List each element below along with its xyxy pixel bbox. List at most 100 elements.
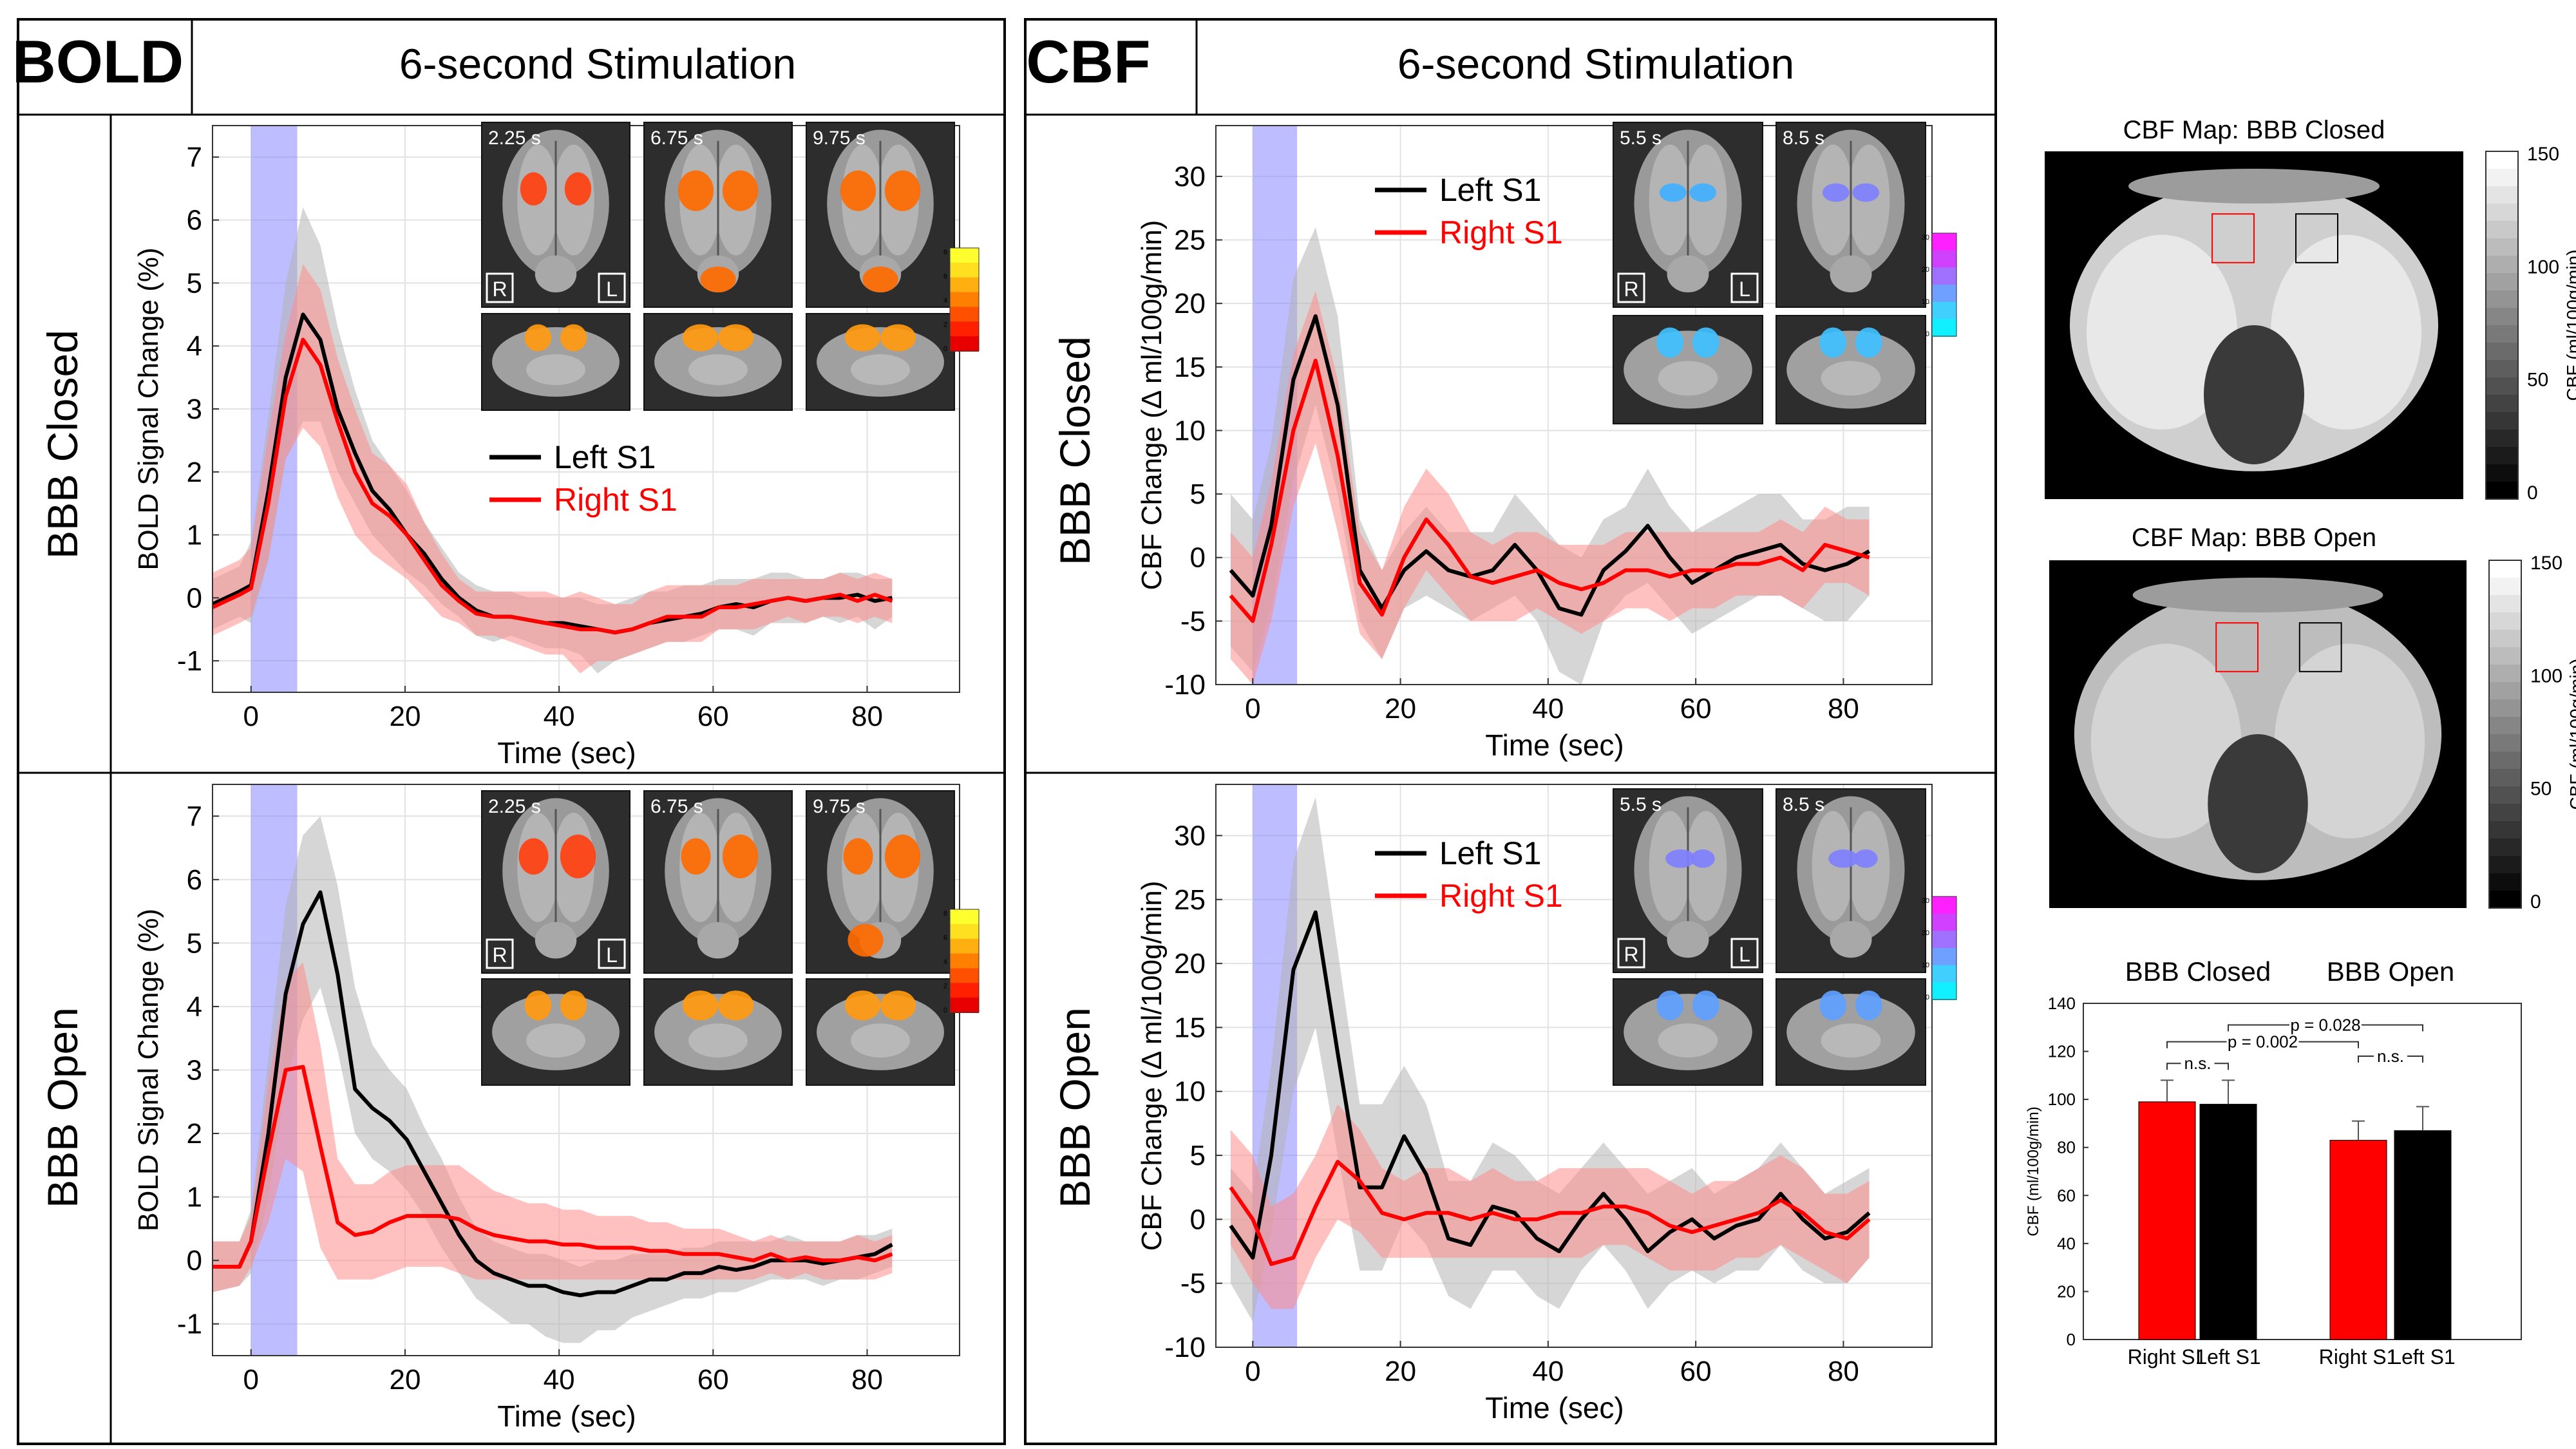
bar-2	[2329, 1140, 2387, 1340]
colorbar-segment	[950, 909, 979, 925]
y-tick-label: 4	[187, 991, 202, 1023]
time-label: 8.5 s	[1783, 128, 1824, 149]
colorbar-segment	[2489, 612, 2521, 630]
colorbar-border	[1931, 896, 1957, 1000]
coronal-brain-image	[1613, 978, 1763, 1086]
bold-panel: BOLD 6-second Stimulation BBB Closed BBB…	[12, 18, 1006, 1445]
colorbar-border	[949, 909, 980, 1013]
activation-blob	[1692, 327, 1719, 358]
activation-blob	[560, 324, 587, 352]
category-label: Right S1	[2128, 1345, 2207, 1368]
time-label: 2.25 s	[488, 796, 541, 817]
series-line-right-s1	[1229, 1159, 1871, 1266]
y-axis-label: BOLD Signal Change (%)	[133, 247, 164, 570]
coronal-brain-image	[643, 313, 793, 411]
map-dark-core	[2208, 734, 2308, 873]
y-tick-label: 15	[1174, 1012, 1206, 1043]
annotation-bg	[2289, 1016, 2362, 1033]
cbf-panel-label: CBF	[1026, 28, 1150, 95]
colorbar-segment	[950, 307, 979, 323]
series-line-right-s1	[211, 337, 893, 635]
colorbar-border	[1931, 232, 1957, 337]
time-label: 9.75 s	[813, 796, 866, 817]
colorbar-tick-label: 0	[2527, 482, 2538, 504]
colorbar-border	[2488, 560, 2522, 909]
activation-blob	[880, 324, 916, 352]
colorbar-segment	[2489, 786, 2521, 804]
colorbar-tick-label: 0	[943, 1007, 947, 1014]
axial-brain-image: 2.25 s R L	[481, 790, 630, 974]
colorbar-border	[949, 247, 980, 352]
colorbar-segment	[950, 968, 979, 984]
activation-blob	[1665, 849, 1696, 868]
activation-blob	[682, 324, 718, 352]
activation-blob	[880, 990, 916, 1021]
colorbar-segment	[950, 248, 979, 263]
significance-label: p = 0.002	[2228, 1032, 2298, 1052]
y-tick-label: 7	[187, 800, 202, 832]
axial-brain-image: 6.75 s	[643, 790, 793, 974]
annotation-bg	[2374, 1047, 2407, 1065]
x-axis-label: Time (sec)	[497, 736, 636, 770]
orientation-label-l: L	[1739, 278, 1750, 301]
axial-brain-image: 9.75 s	[806, 790, 955, 974]
activation-blob	[1656, 990, 1684, 1021]
activation-blob	[862, 266, 898, 293]
orientation-box-r	[1617, 272, 1645, 303]
y-tick-label: -10	[1164, 669, 1206, 701]
x-tick-label: 20	[1385, 1356, 1416, 1387]
coronal-brain-image	[806, 313, 955, 411]
y-tick-label: 25	[1174, 225, 1206, 256]
colorbar-segment	[1932, 931, 1956, 949]
y-tick-label: 2	[187, 457, 202, 488]
colorbar-tick-label: 20	[1922, 266, 1929, 274]
y-tick-label: 25	[1174, 884, 1206, 916]
colorbar-segment	[950, 336, 979, 352]
bold-row-label-open: BBB Open	[39, 1007, 86, 1208]
x-axis-label: Time (sec)	[1485, 1391, 1624, 1425]
map-hemisphere-right	[2087, 234, 2237, 430]
y-axis-label: CBF Change (Δ ml/100g/min)	[1136, 220, 1168, 591]
colorbar-segment	[2486, 204, 2518, 222]
category-label: Left S1	[2195, 1345, 2260, 1368]
bold-row-label-closed: BBB Closed	[39, 330, 86, 559]
orientation-box-l	[598, 938, 626, 969]
colorbar-segment	[2489, 630, 2521, 648]
activation-blob	[682, 990, 718, 1021]
y-tick-label: 30	[1174, 161, 1206, 193]
activation-blob	[1819, 990, 1847, 1021]
bold-panel-label: BOLD	[12, 28, 184, 95]
cbf-open-chart: 0 20 40 60 80 -10 -5 0 5 10 15 20 25 30 Time (sec) CBF …	[1136, 784, 1933, 1425]
y-tick-label: 0	[1190, 542, 1206, 574]
coronal-core	[526, 1023, 585, 1058]
activation-blob	[1828, 849, 1859, 868]
confidence-band-left-s1	[213, 816, 893, 1343]
cerebellum	[1830, 255, 1872, 293]
activation-blob	[1852, 183, 1880, 202]
colorbar-segment	[1932, 285, 1956, 303]
colorbar-segment	[2486, 238, 2518, 256]
time-label: 5.5 s	[1620, 128, 1662, 149]
colorbar-label: CBF (ml/100g/min)	[2563, 250, 2576, 401]
cerebellum	[535, 922, 577, 959]
activation-blob	[1692, 990, 1719, 1021]
map-hemisphere-right	[2090, 643, 2242, 838]
inset-colorbar: 8 6 4 2 0	[943, 909, 980, 1014]
y-tick-label: 5	[187, 927, 202, 959]
y-axis-label: BOLD Signal Change (%)	[133, 909, 164, 1231]
colorbar-segment	[950, 983, 979, 999]
colorbar-segment	[2486, 308, 2518, 326]
cerebellum	[1667, 921, 1709, 958]
x-tick-label: 20	[389, 701, 421, 732]
x-tick-label: 0	[243, 701, 259, 732]
activation-blob	[722, 834, 759, 878]
activation-blob	[884, 170, 921, 211]
cbf-bar-chart: 0 20 40 60 80 100 120 140 CBF (ml/100g/min) Right…	[2025, 956, 2522, 1368]
colorbar-segment	[950, 277, 979, 293]
activation-blob	[560, 990, 587, 1021]
confidence-band-right-s1	[213, 264, 893, 674]
colorbar-tick-label: 150	[2527, 144, 2559, 165]
coronal-brain-image	[481, 978, 630, 1086]
plot-area-border	[1215, 784, 1933, 1348]
